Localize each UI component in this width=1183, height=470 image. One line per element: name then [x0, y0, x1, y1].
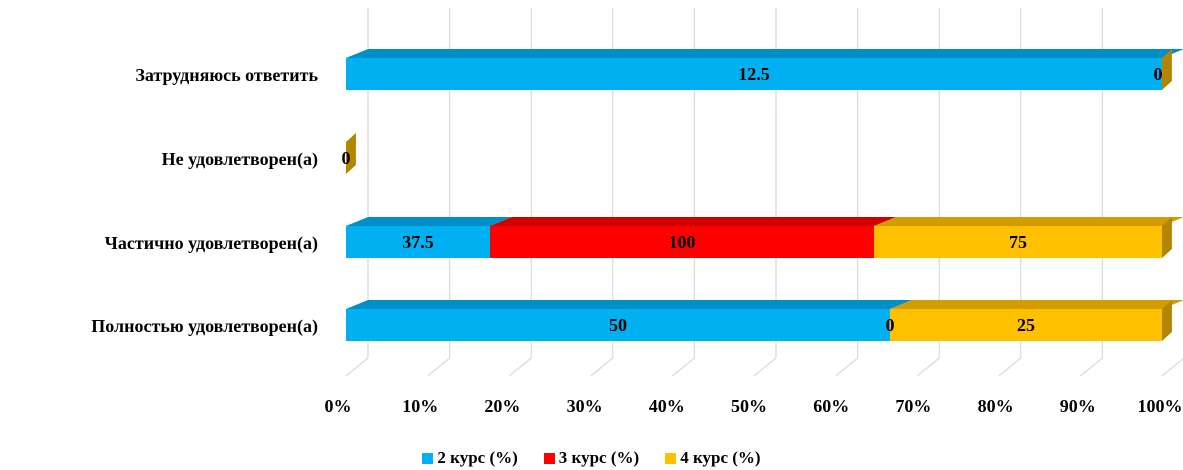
bar-top-1-1: [490, 217, 896, 226]
legend-swatch-1: [543, 452, 555, 464]
x-tick-2: 20%: [484, 396, 520, 416]
legend-label-2: 4 курс (%): [680, 448, 761, 467]
floor-line-0: [345, 357, 369, 377]
category-label-3: Затрудняюсь ответить: [135, 65, 318, 85]
x-tick-10: 100%: [1138, 396, 1183, 416]
legend-swatch-2: [665, 452, 677, 464]
x-tick-3: 30%: [567, 396, 603, 416]
data-label-1-2: 75: [1009, 232, 1027, 252]
bar-3-0: [346, 58, 1162, 90]
bar-0-2: [890, 309, 1162, 341]
data-label-0-2: 25: [1017, 315, 1035, 335]
legend: 2 курс (%) 3 курс (%) 4 курс (%): [0, 448, 1183, 468]
legend-swatch-0: [422, 452, 434, 464]
x-tick-5: 50%: [731, 396, 767, 416]
x-tick-9: 90%: [1060, 396, 1096, 416]
data-label-3-0: 12.5: [738, 64, 770, 84]
category-labels: Полностью удовлетворен(а) Частично удовле…: [91, 65, 318, 337]
bar-side-1: [1162, 217, 1172, 258]
bar-top-0-2: [890, 300, 1183, 309]
floor-line-10: [1161, 358, 1183, 377]
data-labels: 50 0 25 37.5 100 75 0 12.5 0: [342, 64, 1163, 335]
stacked-bar-chart: 50 0 25 37.5 100 75 0 12.5 0 Полностью удовлетво…: [91, 8, 1183, 416]
data-label-1-1: 100: [669, 232, 696, 252]
floor-line-4: [672, 357, 695, 377]
bar-1-0: [346, 226, 490, 258]
floor-line-6: [835, 357, 858, 377]
bar-top-1-2: [874, 217, 1183, 226]
data-label-2-0: 0: [342, 148, 351, 168]
legend-item-2: 4 курс (%): [665, 448, 761, 468]
bar-side-0: [1162, 300, 1172, 341]
bar-1-1: [490, 226, 874, 258]
bar-top-3-0: [346, 49, 1183, 58]
floor-line-5: [753, 357, 777, 377]
category-label-1: Частично удовлетворен(а): [105, 233, 318, 254]
x-tick-4: 40%: [649, 396, 685, 416]
floor-line-7: [916, 357, 940, 377]
x-tick-6: 60%: [813, 396, 849, 416]
bar-0-0: [346, 309, 890, 341]
legend-item-0: 2 курс (%): [422, 448, 518, 468]
category-label-2: Не удовлетворен(а): [162, 149, 318, 170]
category-label-0: Полностью удовлетворен(а): [91, 316, 318, 337]
floor-line-1: [427, 357, 450, 377]
bar-side-2: [346, 133, 356, 174]
bars: [346, 49, 1183, 341]
x-tick-1: 10%: [402, 396, 438, 416]
x-tick-labels: 0% 10% 20% 30% 40% 50% 60% 70% 80% 90% 100%: [325, 396, 1183, 416]
legend-label-1: 3 курс (%): [558, 448, 640, 467]
floor-line-8: [998, 357, 1022, 377]
x-tick-7: 70%: [895, 396, 931, 416]
legend-label-0: 2 курс (%): [437, 448, 518, 467]
floor-line-2: [508, 357, 532, 377]
x-tick-0: 0%: [325, 396, 352, 416]
data-label-1-0: 37.5: [402, 232, 434, 252]
legend-item-1: 3 курс (%): [543, 448, 640, 468]
bar-side-3: [1162, 49, 1172, 90]
data-label-3-1: 0: [1154, 64, 1163, 84]
bar-1-2: [874, 226, 1162, 258]
data-label-0-0: 50: [609, 315, 627, 335]
data-label-0-1: 0: [886, 315, 895, 335]
x-tick-8: 80%: [978, 396, 1014, 416]
bar-top-0-0: [346, 300, 912, 309]
floor-line-9: [1080, 357, 1103, 377]
floor-line-3: [590, 357, 614, 377]
bar-top-1-0: [346, 217, 512, 226]
